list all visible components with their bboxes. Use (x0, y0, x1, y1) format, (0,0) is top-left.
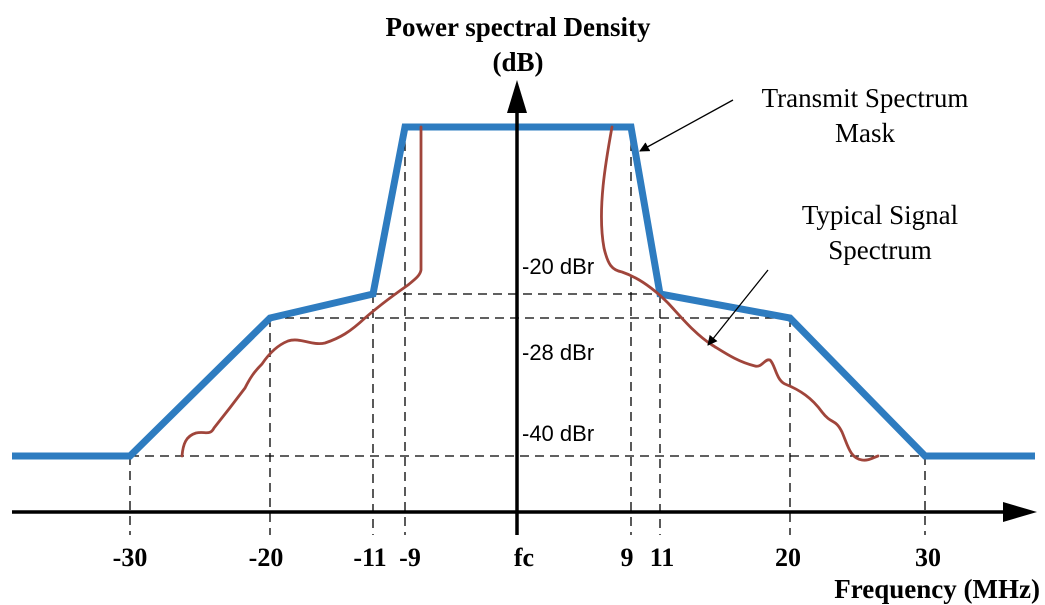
mask-label-line1: Transmit Spectrum (762, 83, 969, 113)
signal-label-line1: Typical Signal (802, 200, 958, 230)
mask-annotation-arrow (639, 99, 734, 152)
x-tick-9: 9 (621, 543, 634, 572)
x-tick-11: 11 (650, 543, 675, 572)
typical-signal-spectrum (180, 125, 880, 462)
x-tick-neg11: -11 (353, 543, 386, 572)
y-axis-arrowhead (507, 80, 527, 113)
x-tick-30: 30 (915, 543, 941, 572)
mask-label-line2: Mask (835, 118, 895, 148)
x-tick-neg20: -20 (249, 543, 284, 572)
signal-label-line2: Spectrum (828, 235, 931, 265)
x-tick-neg9: -9 (399, 543, 421, 572)
level-label-40dbr: -40 dBr (522, 421, 594, 446)
transmit-spectrum-mask (12, 123, 1035, 460)
x-tick-20: 20 (775, 543, 801, 572)
x-tick-neg30: -30 (113, 543, 148, 572)
signal-annotation-arrow (707, 269, 769, 346)
x-tick-fc: fc (514, 543, 534, 572)
y-axis-title-line1: Power spectral Density (386, 12, 651, 42)
level-label-28dbr: -28 dBr (522, 340, 594, 365)
y-axis-title-line2: (dB) (492, 47, 543, 77)
level-label-20dbr: -20 dBr (522, 254, 594, 279)
x-axis-arrowhead (1003, 502, 1037, 522)
x-axis-title: Frequency (MHz) (834, 574, 1040, 604)
x-tick-labels: -30 -20 -11 -9 fc 9 11 20 30 (113, 543, 941, 572)
axes (12, 80, 1037, 535)
